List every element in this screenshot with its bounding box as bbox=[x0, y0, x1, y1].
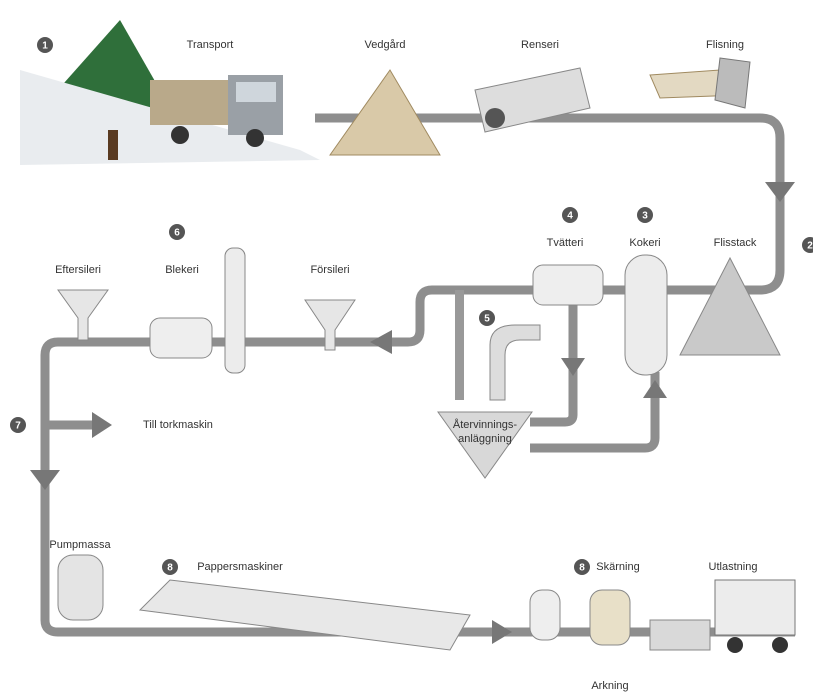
digester bbox=[625, 255, 667, 375]
station-label: Kokeri bbox=[629, 237, 660, 249]
loading-truck bbox=[715, 580, 795, 653]
step-number: 2 bbox=[807, 241, 813, 252]
step-number: 8 bbox=[579, 563, 585, 574]
step-number: 3 bbox=[642, 211, 648, 222]
station-label: Tvätteri bbox=[547, 237, 584, 249]
pipeline bbox=[45, 118, 795, 632]
step-number: 1 bbox=[42, 41, 48, 52]
chip-pile bbox=[680, 258, 780, 355]
station-label: Transport bbox=[187, 39, 234, 51]
step-number: 5 bbox=[484, 314, 490, 325]
station-label: Flisning bbox=[706, 39, 744, 51]
station-label: Skärning bbox=[596, 561, 639, 573]
station-label: Eftersileri bbox=[55, 264, 101, 276]
flow-arrows bbox=[30, 182, 795, 644]
paper-machines bbox=[140, 580, 470, 650]
station-label: Flisstack bbox=[714, 237, 757, 249]
station-label: Blekeri bbox=[165, 264, 199, 276]
step-number: 8 bbox=[167, 563, 173, 574]
station-label: anläggning bbox=[458, 433, 512, 445]
step-number: 7 bbox=[15, 421, 21, 432]
station-label: Återvinnings- bbox=[453, 418, 518, 431]
chipper bbox=[650, 58, 750, 108]
step-number: 4 bbox=[567, 211, 573, 222]
washer bbox=[533, 265, 603, 305]
log-pile bbox=[330, 70, 440, 155]
station-label: Till torkmaskin bbox=[143, 419, 213, 431]
cutting bbox=[530, 590, 710, 650]
station-label: Vedgård bbox=[365, 39, 406, 51]
station-label: Pappersmaskiner bbox=[197, 561, 283, 573]
station-label: Utlastning bbox=[709, 561, 758, 573]
station-label: Renseri bbox=[521, 39, 559, 51]
pulp-tank bbox=[58, 555, 103, 620]
station-label: Pumpmassa bbox=[49, 539, 111, 551]
forest-and-truck bbox=[20, 20, 320, 165]
station-label: Arkning bbox=[591, 680, 628, 692]
step-number: 6 bbox=[174, 228, 180, 239]
station-label: Försileri bbox=[310, 264, 349, 276]
process-diagram: Transport Vedgård Renseri Flisning Flisstack… bbox=[0, 0, 813, 692]
